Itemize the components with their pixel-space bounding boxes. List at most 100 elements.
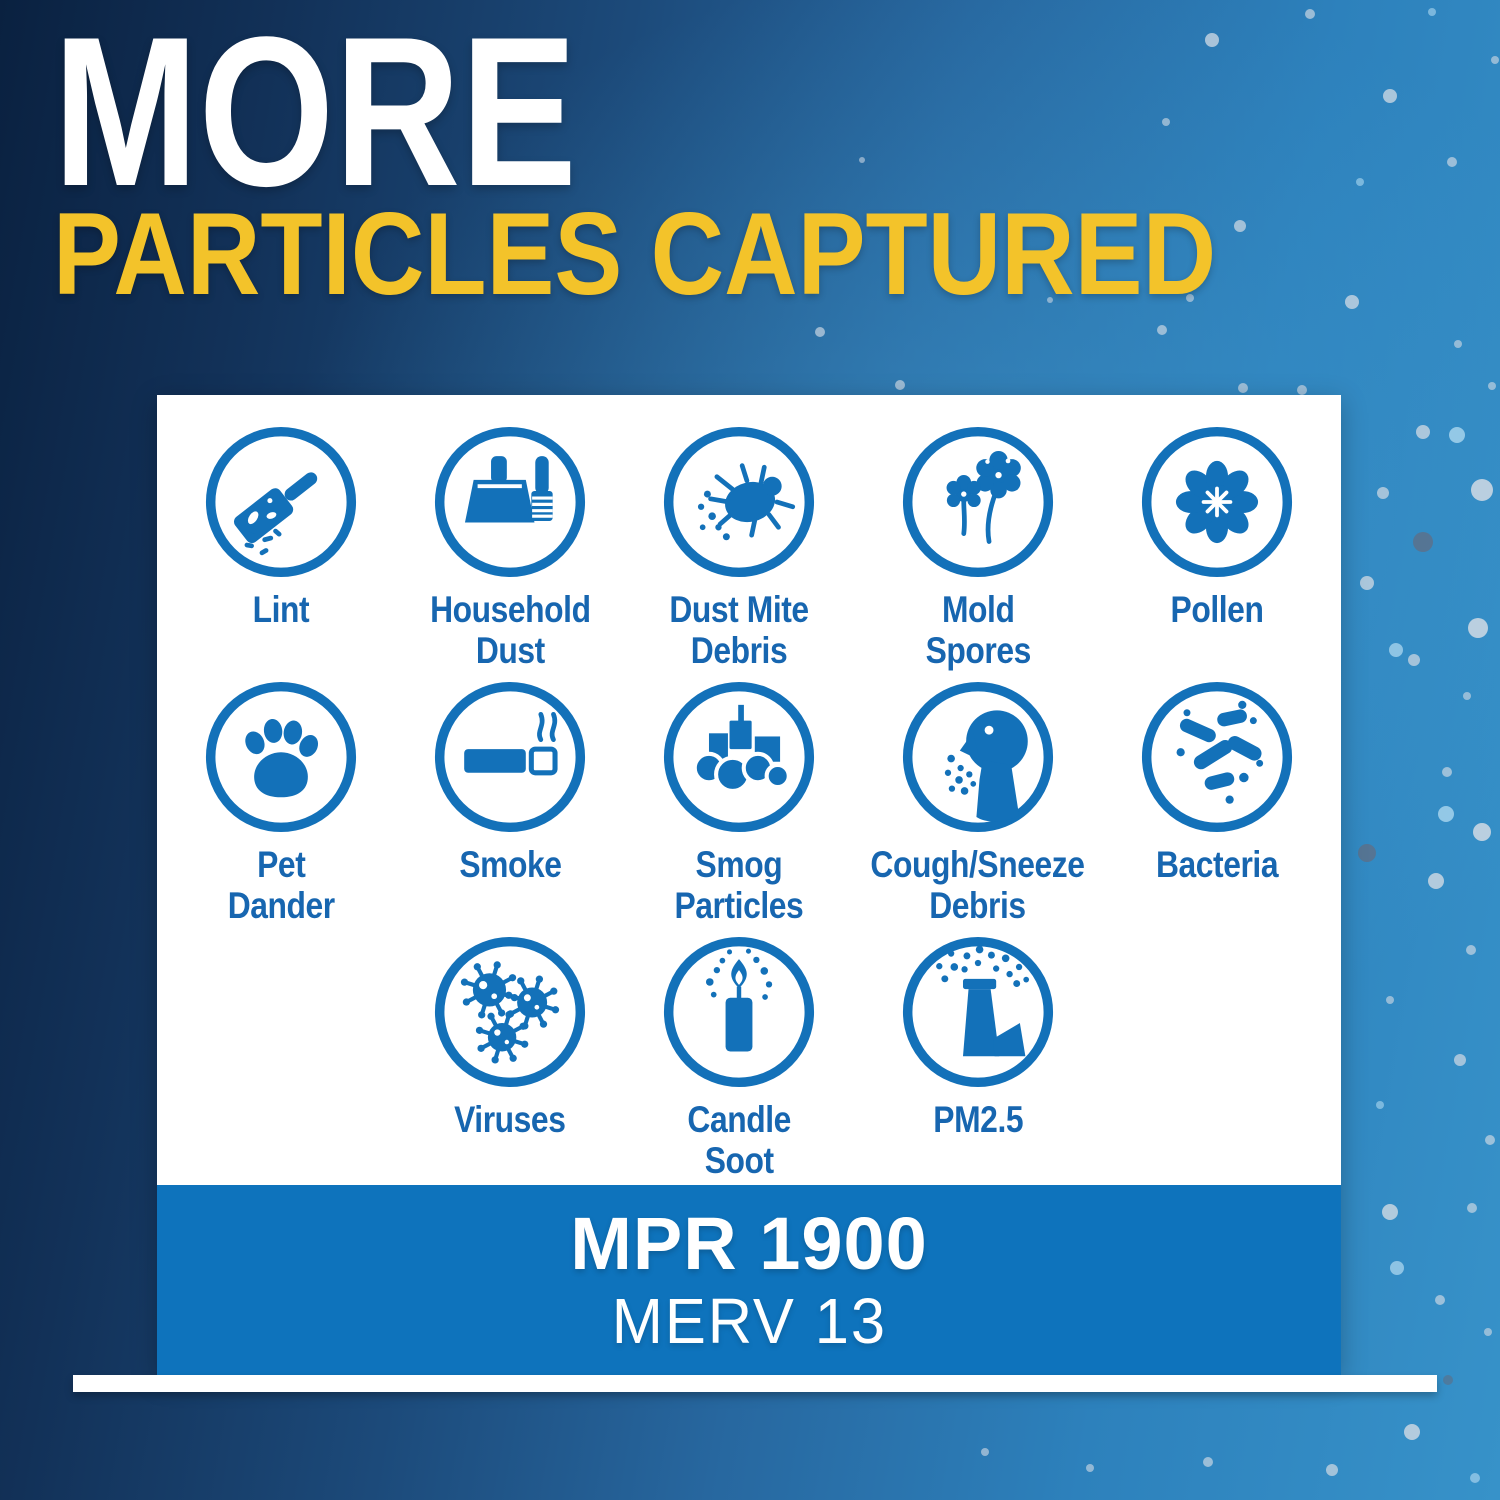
snow-dot [1305, 9, 1315, 19]
snow-dot [1470, 1473, 1480, 1483]
snow-dot [1408, 654, 1420, 666]
merv-rating: MERV 13 [611, 1285, 887, 1357]
particle-item-bacteria: Bacteria [1102, 678, 1331, 933]
smog-city-icon [660, 678, 818, 836]
rating-bar: MPR 1900 MERV 13 [157, 1185, 1341, 1375]
bottom-accent-line [73, 1375, 1437, 1392]
snow-dot [1485, 1135, 1495, 1145]
snow-dot [1468, 618, 1488, 638]
snow-dot [1473, 823, 1491, 841]
snow-dot [1205, 33, 1219, 47]
paw-print-icon [202, 678, 360, 836]
snow-dot [1389, 643, 1403, 657]
particle-item-paw-print: Pet Dander [167, 678, 396, 933]
pollen-flower-icon [1138, 423, 1296, 581]
lint-roller-icon [202, 423, 360, 581]
snow-dot [1238, 383, 1248, 393]
particle-item-candle: Candle Soot [625, 933, 854, 1188]
particle-label: Household Dust [429, 589, 591, 672]
particle-item-cigarette: Smoke [396, 678, 625, 933]
snow-dot [1484, 1328, 1492, 1336]
particles-grid: Lint Household Dust Dust Mite Debris Mold S… [157, 395, 1341, 1188]
cigarette-icon [431, 678, 589, 836]
snow-dot [1454, 1054, 1466, 1066]
snow-dot [1416, 425, 1430, 439]
snow-dot [1471, 479, 1493, 501]
snow-dot [1491, 56, 1499, 64]
snow-dot [1438, 806, 1454, 822]
snow-dot [1488, 382, 1496, 390]
smokestack-icon [899, 933, 1057, 1091]
snow-dot [1297, 385, 1307, 395]
snow-dot [1428, 8, 1436, 16]
snow-dot [1463, 692, 1471, 700]
snow-dot [1467, 1203, 1477, 1213]
particle-item-pollen-flower: Pollen [1102, 423, 1331, 678]
snow-dot [1447, 157, 1457, 167]
snow-dot [937, 229, 943, 235]
snow-dot [859, 157, 865, 163]
candle-icon [660, 933, 818, 1091]
particle-item-dust-mite: Dust Mite Debris [625, 423, 854, 678]
virus-icon [431, 933, 589, 1091]
particle-item-smokestack: PM2.5 [853, 933, 1102, 1188]
particle-label: Lint [253, 589, 310, 630]
dust-mite-icon [660, 423, 818, 581]
particle-label: Smog Particles [674, 844, 804, 927]
snow-dot [1162, 118, 1170, 126]
particle-label: Dust Mite Debris [669, 589, 809, 672]
snow-dot [1382, 1204, 1398, 1220]
snow-dot [1435, 1295, 1445, 1305]
particle-label: Bacteria [1155, 844, 1279, 885]
snow-dot [895, 380, 905, 390]
particle-label: Cough/Sneeze Debris [870, 844, 1086, 927]
snow-dot [1376, 1101, 1384, 1109]
particle-item-mold-spores: Mold Spores [853, 423, 1102, 678]
snow-dot [1360, 576, 1374, 590]
snow-dot [1358, 844, 1376, 862]
particle-item-dustpan-brush: Household Dust [396, 423, 625, 678]
headline-particles-captured: PARTICLES CAPTURED [53, 188, 1217, 319]
snow-dot [1356, 178, 1364, 186]
particle-item-sneezing-face: Cough/Sneeze Debris [853, 678, 1102, 933]
snow-dot [1326, 1464, 1338, 1476]
snow-dot [1466, 945, 1476, 955]
particle-label: Pet Dander [227, 844, 335, 927]
snow-dot [1383, 89, 1397, 103]
snow-dot [1086, 1464, 1094, 1472]
particle-item-virus: Viruses [396, 933, 625, 1188]
snow-dot [1377, 487, 1389, 499]
snow-dot [1390, 1261, 1404, 1275]
bacteria-icon [1138, 678, 1296, 836]
particle-label: Smoke [459, 844, 562, 885]
snow-dot [1157, 325, 1167, 335]
snow-dot [1413, 532, 1433, 552]
particle-label: Viruses [454, 1099, 566, 1140]
snow-dot [981, 1448, 989, 1456]
sneezing-face-icon [899, 678, 1057, 836]
particle-label: Mold Spores [925, 589, 1031, 672]
particles-card: Lint Household Dust Dust Mite Debris Mold S… [157, 395, 1341, 1375]
headline-more: MORE [53, 0, 577, 231]
snow-dot [1345, 295, 1359, 309]
snow-dot [1116, 248, 1124, 256]
snow-dot [1442, 767, 1452, 777]
snow-dot [1428, 873, 1444, 889]
particle-item-lint-roller: Lint [167, 423, 396, 678]
snow-dot [815, 327, 825, 337]
snow-dot [1186, 294, 1194, 302]
snow-dot [1234, 220, 1246, 232]
particles-card-body: Lint Household Dust Dust Mite Debris Mold S… [157, 395, 1341, 1185]
mold-spores-icon [899, 423, 1057, 581]
snow-dot [1203, 1457, 1213, 1467]
snow-dot [1449, 427, 1465, 443]
particle-item-smog-city: Smog Particles [625, 678, 854, 933]
snow-dot [1404, 1424, 1420, 1440]
particle-label: Candle Soot [687, 1099, 791, 1182]
snow-dot [1454, 340, 1462, 348]
dustpan-brush-icon [431, 423, 589, 581]
mpr-rating: MPR 1900 [570, 1202, 928, 1285]
snow-dot [1443, 1375, 1453, 1385]
particle-label: Pollen [1170, 589, 1264, 630]
